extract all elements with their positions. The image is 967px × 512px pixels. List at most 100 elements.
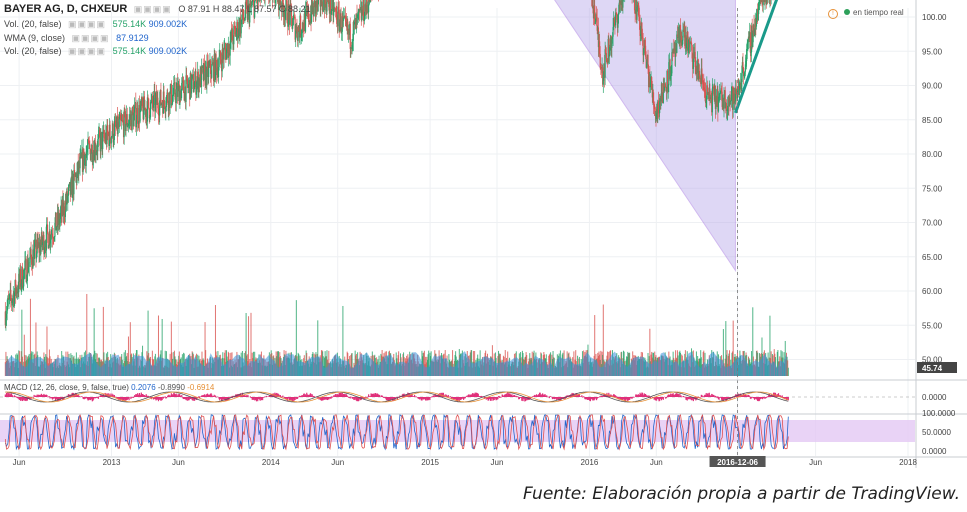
- candle-body: [604, 49, 606, 78]
- candle-body: [43, 248, 46, 255]
- macd-histogram: [432, 395, 434, 397]
- macd-histogram: [313, 395, 315, 397]
- candle-body: [674, 43, 676, 57]
- macd-histogram: [505, 393, 508, 397]
- candle-body: [353, 22, 356, 25]
- macd-histogram: [327, 397, 329, 400]
- macd-histogram: [113, 394, 115, 397]
- candle-body: [732, 88, 734, 110]
- macd-histogram: [494, 397, 496, 399]
- candle-body: [165, 96, 168, 108]
- candle-body: [690, 42, 693, 45]
- macd-histogram: [102, 394, 104, 397]
- volume-area: [5, 351, 787, 376]
- macd-histogram: [260, 397, 262, 399]
- macd-histogram: [458, 397, 460, 401]
- candle-body: [667, 85, 669, 90]
- candle-body: [74, 173, 76, 177]
- candle-body: [655, 109, 658, 120]
- candle-body: [746, 42, 748, 50]
- macd-histogram: [170, 393, 172, 397]
- candle-body: [704, 89, 706, 93]
- candle-body: [107, 133, 109, 135]
- macd-histogram: [211, 396, 213, 397]
- macd-histogram: [411, 393, 413, 397]
- macd-histogram: [390, 397, 392, 401]
- volume-bar: [725, 321, 727, 376]
- candle-body: [689, 41, 691, 44]
- candle-body: [72, 177, 74, 195]
- candle-body: [761, 3, 764, 5]
- candle-body: [152, 104, 154, 108]
- macd-histogram: [38, 395, 40, 397]
- macd-histogram: [622, 397, 625, 399]
- volume-bar: [123, 352, 125, 376]
- candle-body: [235, 29, 237, 37]
- macd-histogram: [439, 394, 441, 397]
- macd-histogram: [377, 393, 379, 397]
- candle-body: [48, 245, 50, 249]
- macd-histogram: [586, 397, 588, 400]
- candle-body: [728, 97, 731, 106]
- macd-histogram: [572, 394, 574, 397]
- macd-histogram: [490, 397, 492, 401]
- trend-line[interactable]: [734, 0, 815, 114]
- macd-histogram: [471, 393, 473, 397]
- macd-histogram: [358, 397, 361, 400]
- macd-histogram: [600, 395, 602, 397]
- macd-histogram: [186, 397, 188, 400]
- macd-histogram: [181, 395, 183, 397]
- candle-body: [757, 10, 759, 21]
- candle-body: [135, 102, 137, 128]
- macd-histogram: [291, 397, 293, 402]
- candle-body: [213, 54, 215, 82]
- macd-histogram: [94, 397, 96, 399]
- candle-body: [329, 0, 331, 14]
- candle-body: [92, 160, 94, 162]
- candle-body: [200, 66, 202, 88]
- candle-body: [150, 100, 152, 103]
- volume-bar: [126, 352, 128, 376]
- volume-bar: [626, 356, 628, 376]
- candle-body: [360, 6, 362, 10]
- candle-body: [60, 205, 62, 213]
- macd-histogram: [655, 397, 658, 401]
- macd-histogram: [374, 394, 376, 397]
- macd-histogram: [224, 397, 226, 402]
- candle-body: [304, 13, 306, 32]
- volume-bar: [278, 357, 280, 376]
- candle-body: [80, 153, 82, 157]
- macd-histogram: [427, 397, 429, 400]
- macd-histogram: [288, 397, 290, 399]
- macd-histogram: [301, 395, 303, 397]
- macd-histogram: [35, 395, 37, 397]
- volume-bar: [276, 351, 278, 376]
- candle-body: [100, 133, 102, 152]
- candle-body: [189, 72, 191, 100]
- candle-body: [653, 104, 655, 108]
- macd-histogram: [178, 393, 180, 397]
- candle-body: [722, 104, 724, 109]
- macd-histogram: [347, 396, 349, 397]
- candle-body: [227, 43, 229, 58]
- macd-histogram: [385, 397, 388, 400]
- candle-body: [599, 53, 601, 68]
- macd-histogram: [247, 394, 249, 397]
- candle-body: [63, 202, 65, 216]
- macd-histogram: [239, 393, 242, 397]
- volume-bar: [423, 350, 425, 376]
- candle-body: [171, 103, 173, 105]
- macd-histogram: [572, 393, 574, 397]
- macd-histogram: [497, 397, 499, 400]
- candle-body: [708, 92, 710, 95]
- candle-body: [358, 9, 361, 12]
- macd-histogram: [92, 397, 95, 400]
- candle-body: [47, 233, 49, 249]
- volume-bar: [248, 316, 250, 376]
- macd-histogram: [254, 397, 256, 401]
- candle-body: [321, 0, 323, 7]
- candle-body: [347, 29, 350, 34]
- candle-body: [765, 0, 767, 5]
- macd-histogram: [551, 397, 554, 400]
